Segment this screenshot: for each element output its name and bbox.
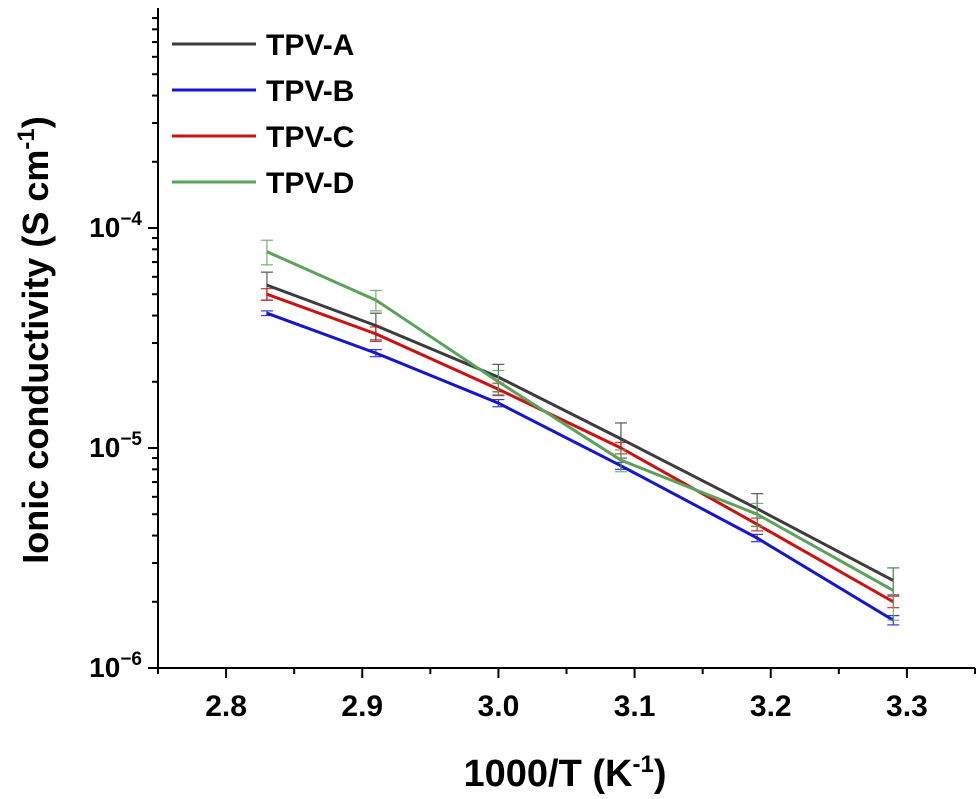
legend: TPV-A TPV-B TPV-C TPV-D: [172, 29, 354, 200]
legend-label: TPV-C: [266, 121, 354, 154]
y-tick-label: 10−6: [89, 649, 142, 683]
y-axis-label: Ionic conductivity (S cm-1): [13, 116, 56, 563]
x-tick-label: 3.2: [750, 690, 792, 723]
x-tick-label: 3.3: [886, 690, 928, 723]
x-tick-label: 2.8: [205, 690, 247, 723]
x-tick-label: 3.1: [614, 690, 656, 723]
series-line: [266, 311, 895, 622]
series-tpv-d: [260, 239, 900, 621]
y-tick-label: 10−5: [89, 429, 142, 463]
x-tick-label: 2.9: [341, 690, 383, 723]
series-tpv-c: [260, 288, 900, 609]
series-line: [266, 250, 895, 592]
x-tick-label: 3.0: [478, 690, 520, 723]
series-line: [266, 283, 894, 582]
y-tick-label: 10−4: [89, 209, 142, 243]
x-axis-ticks: 2.8 2.9 3.0 3.1 3.2 3.3: [157, 668, 976, 723]
y-axis-ticks: 10−6 10−5 10−4: [89, 17, 158, 683]
legend-label: TPV-D: [266, 167, 354, 200]
legend-label: TPV-B: [266, 75, 354, 108]
legend-label: TPV-A: [266, 29, 354, 62]
series-tpv-b: [260, 310, 900, 626]
error-bar: [887, 567, 900, 621]
x-axis-label: 1000/T (K-1): [464, 751, 667, 795]
series-line: [266, 292, 895, 604]
series-layer: [260, 239, 900, 626]
